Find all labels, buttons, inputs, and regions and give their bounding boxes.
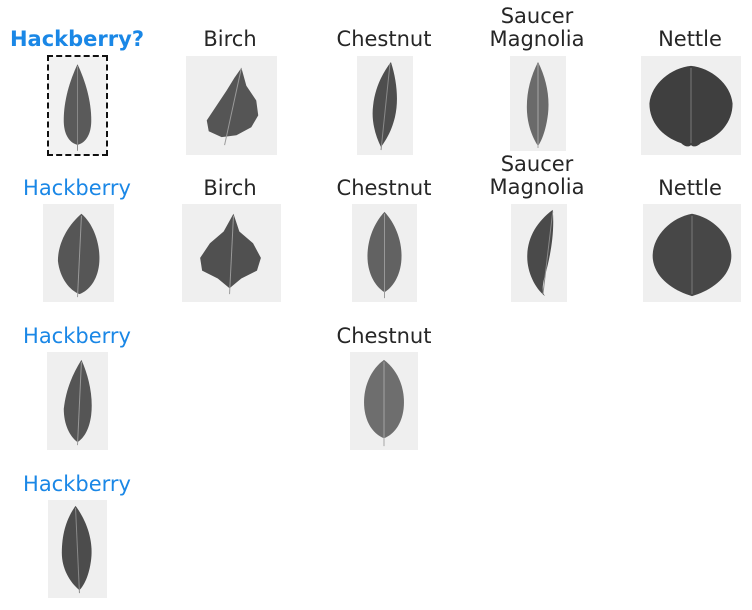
leaf-icon <box>200 213 261 295</box>
leaf-image[interactable] <box>186 56 277 155</box>
leaf-image[interactable] <box>48 500 107 598</box>
match-label: Hackberry <box>23 472 131 496</box>
leaf-image[interactable] <box>511 204 567 302</box>
category-label-chestnut: Chestnut <box>336 176 432 200</box>
leaf-image[interactable] <box>641 56 741 155</box>
leaf-icon <box>527 209 554 297</box>
category-label-chestnut: Chestnut <box>336 27 432 51</box>
category-label-birch: Birch <box>203 176 257 200</box>
category-label-nettle: Nettle <box>658 176 722 200</box>
leaf-icon <box>364 359 404 447</box>
leaf-image[interactable] <box>510 56 566 151</box>
leaf-icon <box>367 211 402 299</box>
query-label: Hackberry? <box>9 27 145 51</box>
leaf-icon <box>372 61 397 151</box>
leaf-image[interactable] <box>350 352 418 450</box>
match-label: Hackberry <box>23 324 131 348</box>
leaf-image[interactable] <box>643 204 741 302</box>
category-label-chestnut: Chestnut <box>336 324 432 348</box>
leaf-icon <box>526 62 549 148</box>
leaf-icon <box>649 65 733 147</box>
leaf-icon <box>63 359 92 446</box>
category-label-birch: Birch <box>203 27 257 51</box>
leaf-image[interactable] <box>47 352 108 450</box>
category-label-saucer-magnolia: Saucer Magnolia <box>489 4 585 51</box>
leaf-icon <box>61 505 92 594</box>
leaf-icon <box>652 213 732 297</box>
leaf-icon <box>63 64 92 151</box>
leaf-image[interactable] <box>182 204 281 302</box>
match-label: Hackberry <box>23 176 131 200</box>
leaf-icon <box>206 67 259 146</box>
leaf-image[interactable] <box>352 204 417 302</box>
leaf-image[interactable] <box>43 204 114 302</box>
category-label-saucer-magnolia: Saucer Magnolia <box>489 152 585 199</box>
query-leaf-image[interactable] <box>47 55 108 156</box>
leaf-icon <box>57 213 100 298</box>
category-label-nettle: Nettle <box>658 27 722 51</box>
leaf-image[interactable] <box>357 56 413 155</box>
